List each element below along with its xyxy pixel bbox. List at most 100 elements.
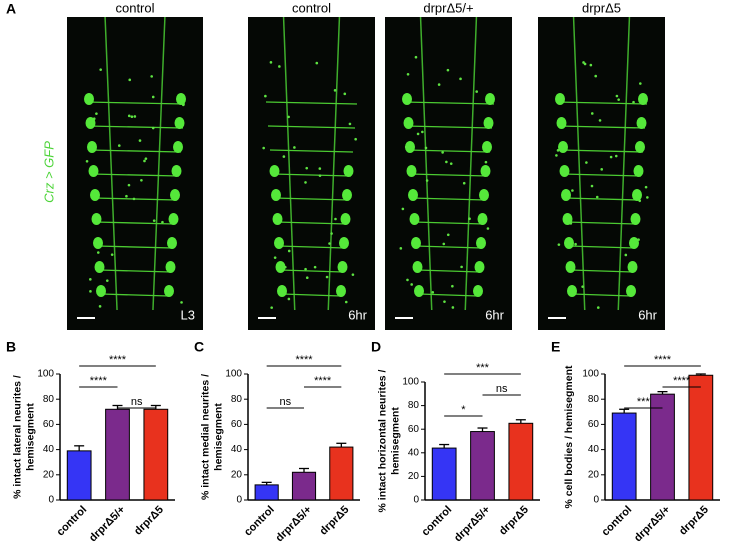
cell-body xyxy=(343,165,354,177)
puncta xyxy=(416,132,420,136)
neurite xyxy=(98,269,172,273)
puncta xyxy=(151,126,155,130)
neurite xyxy=(327,16,341,311)
cell-body xyxy=(84,93,94,105)
cell-body xyxy=(274,237,284,249)
y-tick-label: 40 xyxy=(43,444,55,455)
cell-body xyxy=(626,285,636,297)
bar xyxy=(66,450,92,501)
puncta xyxy=(143,159,146,163)
puncta xyxy=(406,278,409,282)
puncta xyxy=(424,146,428,150)
neurite xyxy=(402,101,495,105)
puncta xyxy=(89,290,92,293)
significance-label: * xyxy=(461,404,466,416)
y-tick-label: 60 xyxy=(408,424,420,435)
puncta xyxy=(559,96,563,100)
puncta xyxy=(404,145,408,149)
image-title: control xyxy=(292,0,331,15)
neurite xyxy=(277,245,346,249)
image-background xyxy=(385,17,512,330)
cell-body xyxy=(564,237,574,249)
y-axis-label: % intact lateral neurites / xyxy=(11,375,23,499)
y-tick-label: 60 xyxy=(231,419,243,430)
puncta xyxy=(343,92,347,96)
puncta xyxy=(590,184,594,188)
puncta xyxy=(330,232,333,235)
neurite xyxy=(279,269,344,273)
y-tick-label: 60 xyxy=(43,419,55,430)
bar xyxy=(688,374,714,501)
neurite xyxy=(414,245,483,249)
cell-body xyxy=(555,93,565,105)
cell-body xyxy=(632,189,642,201)
neurite xyxy=(86,125,184,129)
puncta xyxy=(127,183,131,187)
cell-body xyxy=(277,285,287,297)
puncta xyxy=(475,287,478,290)
puncta xyxy=(89,278,92,281)
puncta xyxy=(574,242,577,246)
puncta xyxy=(105,279,109,282)
puncta xyxy=(617,98,620,101)
neurite xyxy=(555,101,648,105)
cell-body xyxy=(473,285,483,297)
side-label: Crz > GFP xyxy=(41,141,56,203)
error-bar xyxy=(477,427,488,432)
cell-body xyxy=(402,93,412,105)
puncta xyxy=(437,83,441,86)
puncta xyxy=(305,276,309,279)
cell-body xyxy=(336,285,346,297)
puncta xyxy=(144,157,148,160)
cell-body xyxy=(409,213,420,225)
y-tick-label: 100 xyxy=(582,369,599,380)
cell-body xyxy=(414,285,424,297)
puncta xyxy=(278,65,281,68)
puncta xyxy=(151,95,155,99)
y-tick-label: 20 xyxy=(408,471,420,482)
puncta xyxy=(406,72,410,76)
image-tag: 6hr xyxy=(638,307,657,322)
cell-body xyxy=(403,117,414,129)
neurite xyxy=(271,173,352,177)
bar xyxy=(508,422,534,501)
significance-label: ns xyxy=(280,396,292,408)
y-tick-label: 40 xyxy=(408,447,420,458)
cell-body xyxy=(164,285,174,297)
x-tick-label: control xyxy=(599,504,634,539)
puncta xyxy=(325,275,329,279)
neurite xyxy=(94,221,176,225)
cell-body xyxy=(630,213,641,225)
puncta xyxy=(451,284,454,288)
cell-body xyxy=(90,189,100,201)
puncta xyxy=(590,112,594,115)
puncta xyxy=(152,219,156,222)
cell-body xyxy=(408,189,418,201)
puncta xyxy=(128,78,132,82)
puncta xyxy=(414,55,418,59)
significance-label: **** xyxy=(295,354,313,366)
puncta xyxy=(318,174,322,177)
bar xyxy=(143,408,169,501)
neurite xyxy=(273,197,350,201)
y-tick-label: 80 xyxy=(588,394,600,405)
cell-body xyxy=(411,237,421,249)
puncta xyxy=(596,306,600,309)
puncta xyxy=(557,243,561,246)
neurite xyxy=(418,293,479,297)
puncta xyxy=(441,151,444,154)
puncta xyxy=(95,112,98,115)
cell-body xyxy=(340,213,351,225)
cell-body xyxy=(174,117,185,129)
puncta xyxy=(344,300,348,304)
puncta xyxy=(446,68,450,72)
image-background xyxy=(538,17,665,330)
puncta xyxy=(445,160,448,164)
puncta xyxy=(180,301,183,304)
neurite xyxy=(104,16,118,311)
puncta xyxy=(399,247,403,250)
puncta xyxy=(556,149,560,152)
neurite xyxy=(412,221,485,225)
micrograph xyxy=(248,16,375,330)
